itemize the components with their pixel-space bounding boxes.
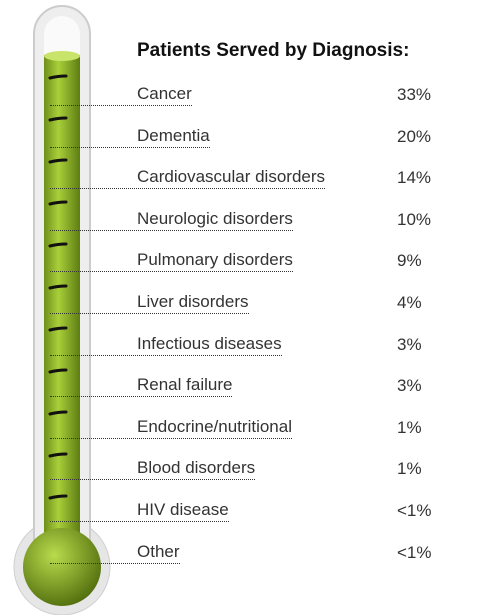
diagnosis-label: Cancer	[50, 83, 192, 106]
diagnosis-label: Neurologic disorders	[50, 208, 293, 231]
diagnosis-percent: 14%	[397, 167, 431, 189]
diagnosis-row: Endocrine/nutritional 1%	[0, 415, 487, 445]
diagnosis-label: Pulmonary disorders	[50, 249, 293, 272]
diagnosis-label: Liver disorders	[50, 291, 249, 314]
diagnosis-percent: 3%	[397, 334, 422, 356]
diagnosis-row: Renal failure 3%	[0, 373, 487, 403]
diagnosis-percent: <1%	[397, 542, 432, 564]
diagnosis-row: Pulmonary disorders 9%	[0, 248, 487, 278]
diagnosis-label: Dementia	[50, 125, 210, 148]
diagnosis-percent: 20%	[397, 126, 431, 148]
title: Patients Served by Diagnosis:	[137, 40, 409, 62]
page: Patients Served by Diagnosis: Cancer 33% D…	[0, 0, 487, 615]
diagnosis-row: Liver disorders 4%	[0, 290, 487, 320]
diagnosis-percent: 1%	[397, 417, 422, 439]
diagnosis-percent: 3%	[397, 375, 422, 397]
diagnosis-row: Cancer 33%	[0, 82, 487, 112]
diagnosis-label: Endocrine/nutritional	[50, 416, 292, 439]
diagnosis-row: Other <1%	[0, 540, 487, 570]
diagnosis-row: Dementia 20%	[0, 124, 487, 154]
diagnosis-label: Renal failure	[50, 374, 232, 397]
diagnosis-label: Cardiovascular disorders	[50, 166, 325, 189]
diagnosis-row: Infectious diseases 3%	[0, 332, 487, 362]
diagnosis-label: HIV disease	[50, 499, 229, 522]
diagnosis-label: Blood disorders	[50, 457, 255, 480]
diagnosis-row: Cardiovascular disorders 14%	[0, 165, 487, 195]
diagnosis-label: Infectious diseases	[50, 333, 282, 356]
diagnosis-percent: 10%	[397, 209, 431, 231]
diagnosis-label: Other	[50, 541, 180, 564]
diagnosis-percent: 9%	[397, 250, 422, 272]
diagnosis-row: HIV disease <1%	[0, 498, 487, 528]
diagnosis-percent: <1%	[397, 500, 432, 522]
diagnosis-percent: 1%	[397, 458, 422, 480]
diagnosis-row: Blood disorders 1%	[0, 456, 487, 486]
diagnosis-percent: 33%	[397, 84, 431, 106]
diagnosis-percent: 4%	[397, 292, 422, 314]
diagnosis-row: Neurologic disorders 10%	[0, 207, 487, 237]
